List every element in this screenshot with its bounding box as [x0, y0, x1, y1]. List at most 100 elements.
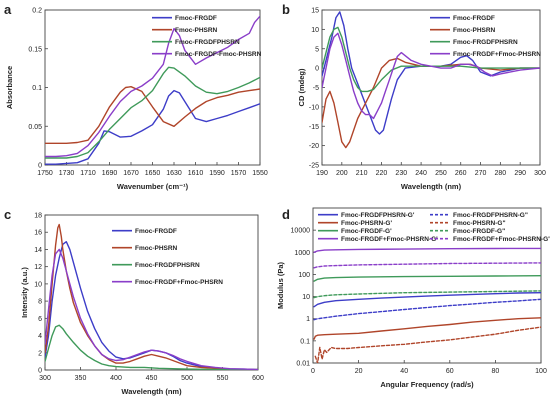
- x-tick-label: 290: [514, 170, 526, 177]
- series-line-1: [313, 298, 541, 321]
- y-tick-label: -15: [309, 124, 319, 131]
- series-line-2: [45, 324, 258, 370]
- x-tick-label: 500: [181, 375, 193, 382]
- y-tick-label: 18: [34, 213, 42, 220]
- y-tick-label: -5: [313, 85, 319, 92]
- y-tick-label: 0.15: [28, 46, 42, 53]
- plot-frame: [321, 9, 541, 166]
- series-line-3: [322, 32, 540, 120]
- x-tick-label: 1610: [188, 170, 204, 177]
- legend-label: Fmoc-FRGDFPHSRN-G': [341, 212, 415, 219]
- panel-letter-c: c: [4, 207, 11, 222]
- x-axis-title: Wavelength (nm): [121, 387, 182, 396]
- panel-a: a 1550 1570 1590 1610 1630 1650 1670 1690 1710 173…: [4, 2, 268, 191]
- x-tick-label: 350: [75, 375, 87, 382]
- series-line-2: [45, 66, 260, 159]
- plot-frame: [312, 207, 542, 364]
- series-group: [322, 11, 540, 149]
- y-tick-label: -25: [309, 163, 319, 170]
- legend-label: Fmoc-PHSRN: [453, 27, 496, 34]
- x-tick-label: 1670: [123, 170, 139, 177]
- y-tick-label: 0.01: [296, 361, 310, 368]
- x-tick-label: 1730: [59, 170, 75, 177]
- x-axis-title: Wavelength (nm): [401, 182, 462, 191]
- panel-letter-b: b: [282, 2, 290, 17]
- y-tick-label: 10: [302, 294, 310, 301]
- legend-label: Fmoc-FRGDF: [175, 15, 217, 22]
- x-tick-label: 1710: [80, 170, 96, 177]
- y-tick-label: 5: [315, 46, 319, 53]
- series-line-7: [313, 262, 541, 269]
- x-tick-label: 20: [355, 368, 363, 375]
- legend-label: Fmoc-FRGDF: [453, 15, 495, 22]
- y-tick-label: 0: [38, 368, 42, 375]
- x-tick-label: 1550: [252, 170, 268, 177]
- x-tick-label: 550: [217, 375, 229, 382]
- legend-label: Fmoc-FRGDF-G": [453, 228, 505, 235]
- legend: Fmoc-FRGDF Fmoc-PHSRN Fmoc-FRGDFPHSRN Fmoc-…: [112, 228, 223, 286]
- y-tick-label: 6: [38, 316, 42, 323]
- x-axis-title: Wavenumber (cm⁻¹): [117, 182, 189, 191]
- y-tick-label: 10: [34, 281, 42, 288]
- legend: Fmoc-FRGDF Fmoc-PHSRN Fmoc-FRGDFPHSRN Fmoc-…: [152, 15, 262, 58]
- x-tick-label: 600: [252, 375, 264, 382]
- series-group: [45, 223, 258, 370]
- legend-label: Fmoc-FRGDF: [135, 228, 177, 235]
- x-tick-label: 200: [336, 170, 348, 177]
- series-line-2: [322, 26, 540, 93]
- legend-label: Fmoc-PHSRN: [175, 27, 218, 34]
- panel-c: c 300 350 400 450 500 550 600 0 2 4 6 8 10 12 14 16 18 Wav…: [4, 207, 264, 396]
- legend-label: Fmoc-FRGDF-Fmoc-PHSRN: [175, 51, 262, 58]
- x-tick-label: 60: [446, 368, 454, 375]
- series-line-1: [45, 223, 258, 370]
- y-tick-label: 4: [38, 333, 42, 340]
- legend-label: Fmoc-FRGDF-G': [341, 228, 392, 235]
- panel-d: d 0 20 40 60 80 100 0.01 0.1 1 10 100 1000 10000 Angul…: [276, 207, 550, 389]
- x-tick-label: 250: [435, 170, 447, 177]
- y-axis-title: CD (mdeg): [297, 68, 306, 106]
- series-line-3: [45, 248, 258, 370]
- y-tick-label: 1000: [294, 250, 310, 257]
- y-tick-label: -20: [309, 143, 319, 150]
- legend: Fmoc-FRGDF Fmoc-PHSRN Fmoc-FRGDFPHSRN Fmoc-…: [430, 15, 541, 58]
- x-tick-label: 300: [39, 375, 51, 382]
- plot-frame: [44, 9, 261, 166]
- series-group: [313, 247, 541, 363]
- y-tick-label: -10: [309, 104, 319, 111]
- x-tick-label: 0: [311, 368, 315, 375]
- legend-label: Fmoc-FRGDF+Fmoc-PHSRN: [453, 51, 541, 58]
- series-line-0: [322, 11, 540, 135]
- x-tick-label: 80: [492, 368, 500, 375]
- y-tick-label: 0.1: [300, 338, 310, 345]
- x-tick-label: 400: [110, 375, 122, 382]
- legend-label: Fmoc-PHSRN: [135, 245, 178, 252]
- y-tick-label: 2: [38, 350, 42, 357]
- panel-b: b 190 200 210 220 230 240 250 260 270 280 290 300 -25…: [282, 2, 546, 191]
- y-tick-label: 0.2: [32, 8, 42, 15]
- legend-label: Fmoc-PHSRN-G': [341, 220, 392, 227]
- legend-label: Fmoc-FRGDFPHSRN: [453, 39, 518, 46]
- series-line-4: [313, 275, 541, 282]
- x-tick-label: 1690: [102, 170, 118, 177]
- y-tick-label: 0: [38, 163, 42, 170]
- y-tick-label: 10000: [291, 228, 311, 235]
- legend-label: Fmoc-FRGDFPHSRN: [175, 39, 240, 46]
- x-tick-label: 40: [400, 368, 408, 375]
- y-axis-title: Modulus (Pa): [276, 261, 285, 309]
- series-line-3: [45, 15, 260, 158]
- panel-letter-a: a: [4, 2, 12, 17]
- x-tick-label: 450: [146, 375, 158, 382]
- series-line-2: [313, 317, 541, 340]
- x-tick-label: 210: [356, 170, 368, 177]
- x-tick-label: 270: [475, 170, 487, 177]
- y-tick-label: 14: [34, 247, 42, 254]
- x-tick-label: 230: [395, 170, 407, 177]
- x-tick-label: 280: [495, 170, 507, 177]
- legend-label: Fmoc-FRGDF+Fmoc-PHSRN-G': [341, 236, 438, 243]
- y-tick-label: 0.1: [32, 85, 42, 92]
- x-tick-label: 1750: [37, 170, 53, 177]
- legend-label: Fmoc-FRGDFPHSRN-G": [453, 212, 528, 219]
- y-tick-label: 1: [306, 316, 310, 323]
- y-axis-title: Absorbance: [5, 66, 14, 109]
